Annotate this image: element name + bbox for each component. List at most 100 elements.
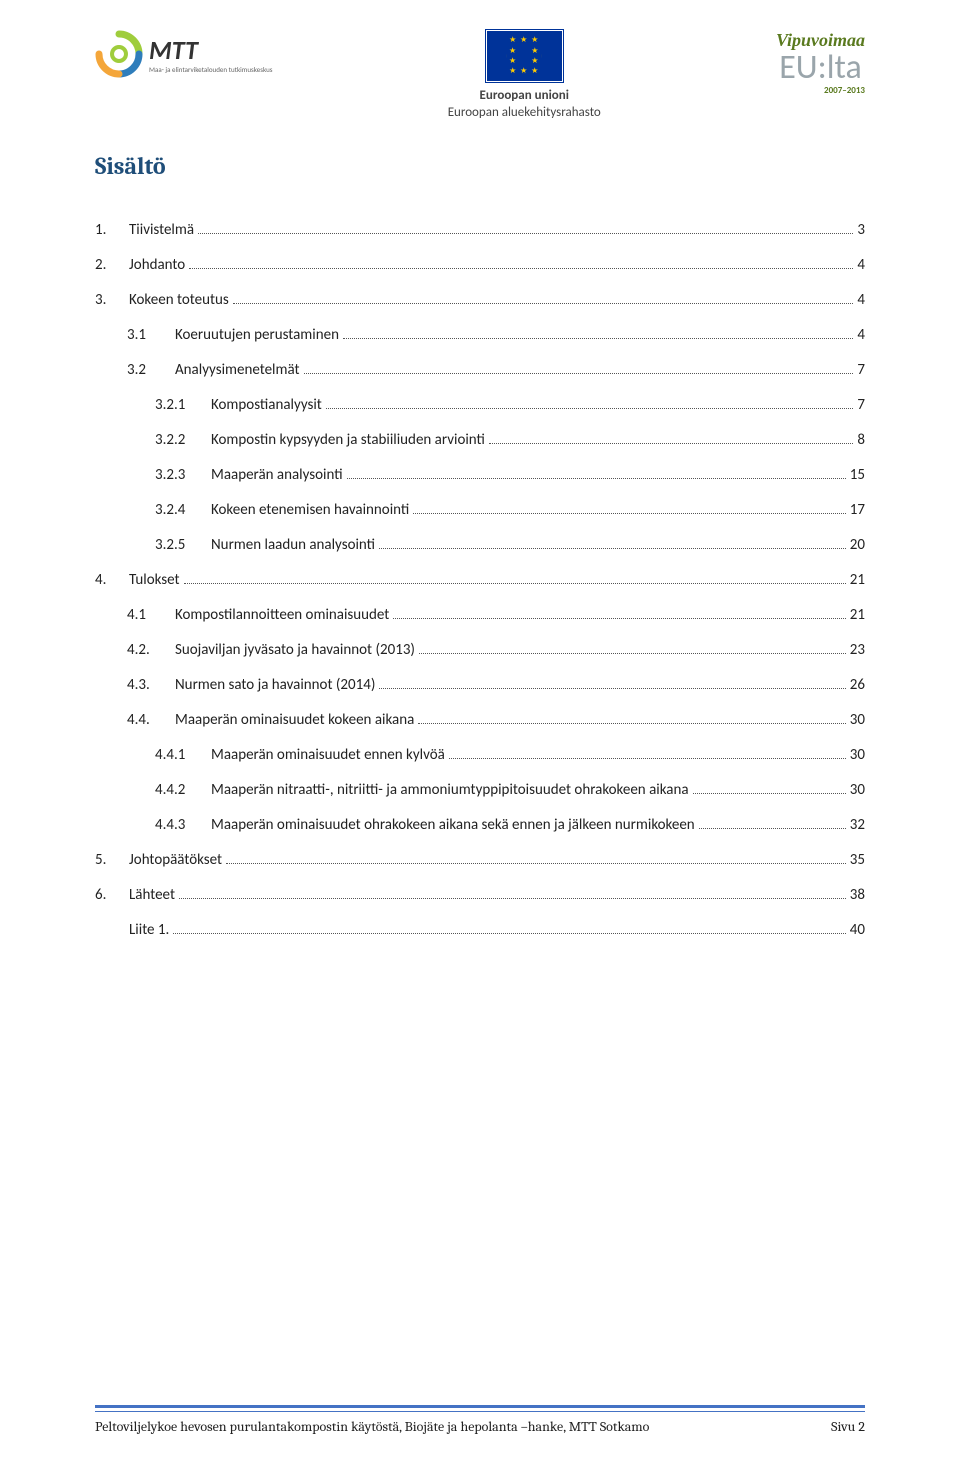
eu-line2: Euroopan aluekehitysrahasto [448, 105, 601, 122]
toc-leader-dots [347, 478, 846, 479]
toc-number: 4.4.1 [155, 745, 211, 766]
toc-page-number: 20 [850, 535, 865, 556]
toc-label: Kompostilannoitteen ominaisuudet [175, 605, 389, 626]
toc-label: Liite 1. [129, 920, 169, 941]
toc-leader-dots [326, 408, 854, 409]
toc-page-number: 26 [850, 675, 865, 696]
toc-number: 4.4. [127, 710, 175, 731]
toc-number: 6. [95, 885, 129, 906]
toc-entry: 3.2.1Kompostianalyysit7 [95, 395, 865, 416]
toc-entry: 4.2.Suojaviljan jyväsato ja havainnot (2… [95, 640, 865, 661]
header-logos: MTT Maa- ja elintarviketalouden tutkimus… [95, 30, 865, 122]
toc-label: Maaperän ominaisuudet ohrakokeen aikana … [211, 815, 695, 836]
footer: Peltoviljelykoe hevosen purulantakompost… [95, 1405, 865, 1435]
toc-label: Maaperän nitraatti-, nitriitti- ja ammon… [211, 780, 689, 801]
toc-entry: 4.4.2Maaperän nitraatti-, nitriitti- ja … [95, 780, 865, 801]
toc-label: Nurmen laadun analysointi [211, 535, 375, 556]
toc-number: 3.2.4 [155, 500, 211, 521]
page: MTT Maa- ja elintarviketalouden tutkimus… [0, 0, 960, 1475]
toc-page-number: 30 [850, 710, 865, 731]
toc-leader-dots [226, 863, 846, 864]
page-title: Sisältö [95, 152, 865, 180]
toc-number: 3. [95, 290, 129, 311]
toc-leader-dots [173, 933, 845, 934]
toc-entry: 3.2.3Maaperän analysointi15 [95, 465, 865, 486]
toc-number: 3.1 [127, 325, 175, 346]
toc-leader-dots [233, 303, 854, 304]
toc-page-number: 21 [850, 570, 865, 591]
toc-label: Analyysimenetelmät [175, 360, 300, 381]
toc-entry: 4.4.1Maaperän ominaisuudet ennen kylvöä3… [95, 745, 865, 766]
toc-leader-dots [343, 338, 853, 339]
toc-entry: 4.Tulokset21 [95, 570, 865, 591]
toc-leader-dots [413, 513, 846, 514]
toc-label: Maaperän ominaisuudet kokeen aikana [175, 710, 414, 731]
toc-entry: 3.2.4Kokeen etenemisen havainnointi17 [95, 500, 865, 521]
toc-label: Lähteet [129, 885, 175, 906]
toc-label: Suojaviljan jyväsato ja havainnot (2013) [175, 640, 415, 661]
toc-page-number: 35 [850, 850, 865, 871]
toc-number: 4.2. [127, 640, 175, 661]
toc-page-number: 30 [850, 780, 865, 801]
toc-entry: 1.Tiivistelmä3 [95, 220, 865, 241]
toc-number: 4.4.3 [155, 815, 211, 836]
toc-page-number: 15 [850, 465, 865, 486]
toc-page-number: 8 [857, 430, 865, 451]
toc-page-number: 3 [857, 220, 865, 241]
toc-label: Johtopäätökset [129, 850, 222, 871]
toc-page-number: 38 [850, 885, 865, 906]
toc-leader-dots [693, 793, 846, 794]
toc-entry: 4.3.Nurmen sato ja havainnot (2014)26 [95, 675, 865, 696]
toc-entry: 4.4.Maaperän ominaisuudet kokeen aikana 3… [95, 710, 865, 731]
toc-entry: 2.Johdanto 4 [95, 255, 865, 276]
toc-label: Johdanto [129, 255, 185, 276]
toc-entry: 3.2.2Kompostin kypsyyden ja stabiiliuden… [95, 430, 865, 451]
toc-label: Nurmen sato ja havainnot (2014) [175, 675, 375, 696]
toc-entry: 5.Johtopäätökset 35 [95, 850, 865, 871]
toc-label: Maaperän analysointi [211, 465, 343, 486]
toc-leader-dots [419, 653, 846, 654]
toc-page-number: 21 [850, 605, 865, 626]
table-of-contents: 1.Tiivistelmä32.Johdanto43.Kokeen toteut… [95, 220, 865, 941]
toc-entry: 4.1Kompostilannoitteen ominaisuudet 21 [95, 605, 865, 626]
toc-page-number: 17 [850, 500, 865, 521]
toc-entry: 3.2.5Nurmen laadun analysointi20 [95, 535, 865, 556]
toc-page-number: 4 [857, 290, 865, 311]
mtt-name: MTT [149, 34, 272, 66]
toc-page-number: 7 [857, 360, 865, 381]
toc-label: Kokeen toteutus [129, 290, 229, 311]
mtt-logo: MTT Maa- ja elintarviketalouden tutkimus… [95, 30, 272, 78]
toc-number: 3.2.1 [155, 395, 211, 416]
toc-leader-dots [304, 373, 854, 374]
eu-logo: ★ ★ ★★ ★★ ★★ ★ ★ Euroopan unioni Euroopa… [448, 30, 601, 122]
toc-number: 1. [95, 220, 129, 241]
toc-number: 4.4.2 [155, 780, 211, 801]
toc-leader-dots [379, 548, 846, 549]
vipu-line2: EU:lta [776, 51, 865, 85]
toc-number: 5. [95, 850, 129, 871]
toc-entry: 3.2Analyysimenetelmät7 [95, 360, 865, 381]
toc-number: 3.2.2 [155, 430, 211, 451]
toc-number: 4.1 [127, 605, 175, 626]
toc-leader-dots [379, 688, 845, 689]
toc-page-number: 7 [857, 395, 865, 416]
toc-page-number: 4 [857, 255, 865, 276]
eu-flag-icon: ★ ★ ★★ ★★ ★★ ★ ★ [486, 30, 563, 82]
toc-leader-dots [489, 443, 853, 444]
footer-right: Sivu 2 [831, 1418, 865, 1435]
toc-leader-dots [189, 268, 853, 269]
toc-entry: 3.Kokeen toteutus 4 [95, 290, 865, 311]
toc-label: Kompostin kypsyyden ja stabiiliuden arvi… [211, 430, 485, 451]
toc-leader-dots [198, 233, 853, 234]
toc-leader-dots [393, 618, 845, 619]
vipuvoimaa-logo: Vipuvoimaa EU:lta 2007–2013 [776, 30, 865, 96]
footer-left: Peltoviljelykoe hevosen purulantakompost… [95, 1418, 649, 1435]
toc-leader-dots [179, 898, 846, 899]
toc-entry: 4.4.3Maaperän ominaisuudet ohrakokeen ai… [95, 815, 865, 836]
toc-number: 2. [95, 255, 129, 276]
toc-leader-dots [449, 758, 846, 759]
toc-label: Tulokset [129, 570, 180, 591]
toc-entry: 3.1Koeruutujen perustaminen4 [95, 325, 865, 346]
toc-page-number: 23 [850, 640, 865, 661]
eu-line1: Euroopan unioni [448, 88, 601, 105]
